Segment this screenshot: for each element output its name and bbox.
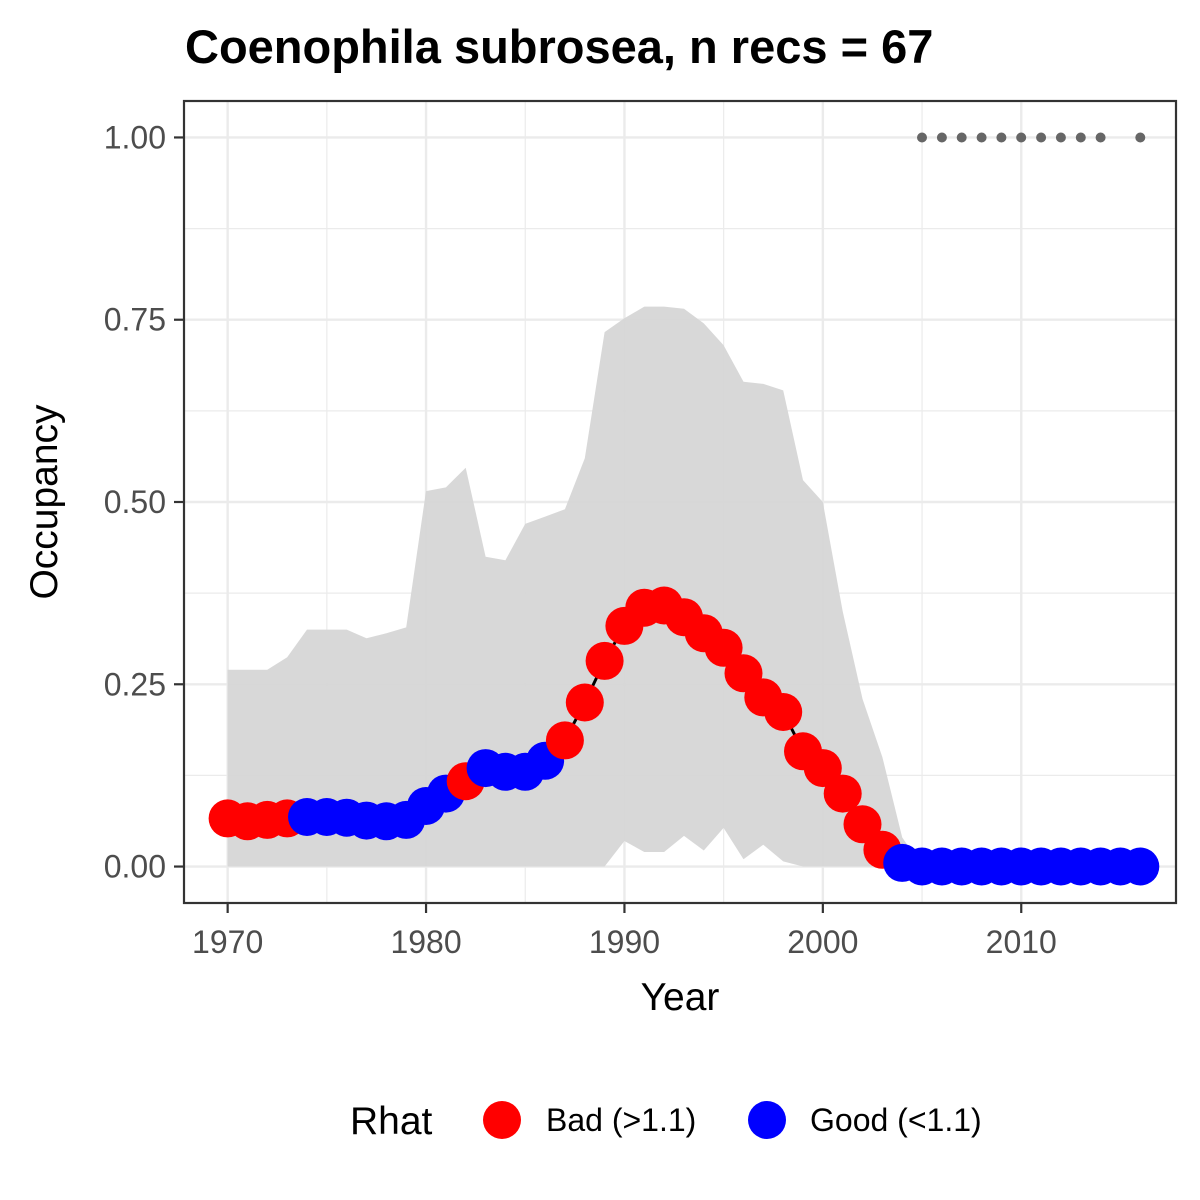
y-tick-label: 0.50 (104, 484, 166, 520)
x-axis: 1970 1980 1990 2000 2010 (192, 903, 1057, 960)
legend-key-good (748, 1101, 786, 1139)
legend-label-bad: Bad (>1.1) (546, 1102, 696, 1138)
record-marker-2008 (976, 132, 987, 143)
y-axis-title: Occupancy (23, 404, 66, 600)
x-axis-title: Year (641, 976, 720, 1019)
y-axis: 0.00 0.25 0.50 0.75 1.00 (104, 119, 184, 885)
occupancy-points (208, 586, 1160, 886)
legend-label-good: Good (<1.1) (810, 1102, 982, 1138)
occupancy-point-1988 (565, 683, 604, 722)
plot-area (182, 99, 1178, 905)
record-marker-2009 (996, 132, 1007, 143)
record-marker-2006 (936, 132, 947, 143)
record-marker-2012 (1055, 132, 1066, 143)
record-marker-2011 (1036, 132, 1047, 143)
y-tick-label: 0.00 (104, 849, 166, 885)
confidence-ribbon (227, 306, 1141, 867)
x-tick-label: 2010 (986, 924, 1057, 960)
occupancy-point-2000 (803, 749, 842, 788)
record-marker-2016 (1135, 132, 1146, 143)
occupancy-point-2016 (1121, 847, 1160, 886)
record-marker-2013 (1075, 132, 1086, 143)
occupancy-point-1987 (545, 721, 584, 760)
occupancy-point-2001 (823, 774, 862, 813)
legend: Rhat Bad (>1.1) Good (<1.1) (350, 1100, 982, 1143)
x-tick-label: 1990 (589, 924, 660, 960)
occupancy-point-2002 (843, 805, 882, 844)
record-marker-2005 (917, 132, 927, 143)
legend-key-bad (483, 1101, 521, 1139)
x-tick-label: 2000 (787, 924, 858, 960)
chart-title: Coenophila subrosea, n recs = 67 (185, 20, 933, 73)
occupancy-point-1995 (704, 628, 743, 667)
y-tick-label: 1.00 (104, 119, 166, 155)
legend-title: Rhat (350, 1100, 433, 1143)
x-tick-label: 1970 (192, 924, 263, 960)
y-tick-label: 0.75 (104, 302, 166, 338)
record-marker-2014 (1095, 132, 1106, 143)
x-tick-label: 1980 (390, 924, 461, 960)
record-markers (917, 132, 1146, 143)
record-marker-2007 (956, 132, 967, 143)
occupancy-point-1989 (585, 641, 624, 680)
record-marker-2010 (1016, 132, 1027, 143)
occupancy-point-1998 (764, 693, 803, 731)
y-tick-label: 0.25 (104, 666, 166, 702)
